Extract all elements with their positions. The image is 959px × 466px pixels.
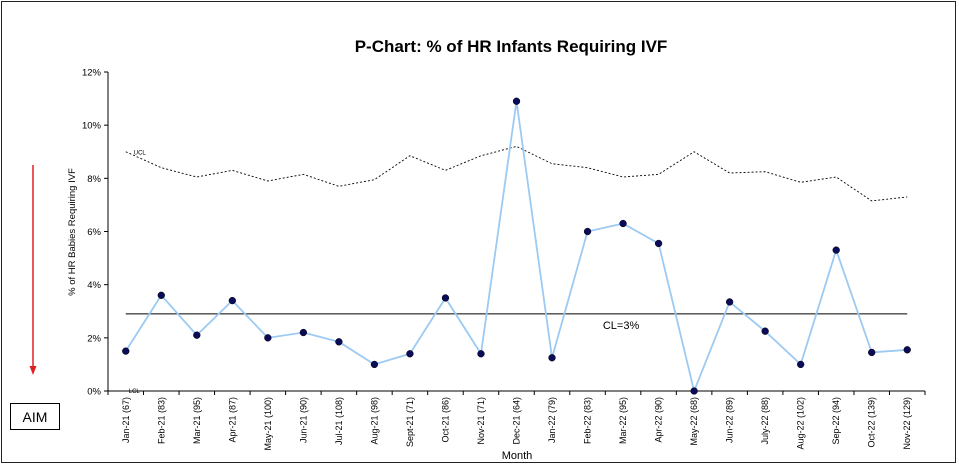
data-point [690,387,698,395]
x-tick-label: Apr-22 (90) [654,397,664,443]
y-tick-label: 8% [87,174,101,185]
x-tick-label: July-22 (88) [760,397,770,445]
chart-title: P-Chart: % of HR Infants Requiring IVF [355,37,668,56]
y-tick-label: 6% [87,227,101,238]
x-tick-label: Sep-22 (94) [831,397,841,445]
x-ticks: Jan-21 (67) Feb-21 (83) Mar-21 (95) Apr-21 … [107,391,926,451]
x-tick-label: Jan-21 (67) [121,397,131,443]
x-tick-label: Feb-22 (83) [583,397,593,444]
data-point [299,328,308,337]
data-point [228,296,236,305]
y-tick-label: 10% [82,121,102,132]
x-tick-label: Mar-21 (95) [192,397,202,444]
x-tick-label: Jun-21 (90) [298,397,308,443]
data-point [548,354,556,362]
x-tick-label: Feb-21 (83) [156,397,166,444]
data-point [406,350,414,358]
center-line-label: CL=3% [603,320,640,332]
x-tick-label: Dec-21 (64) [512,397,522,445]
y-tick-label: 12% [82,68,102,79]
x-tick-label: Mar-22 (95) [618,397,628,444]
x-axis-label: Month [502,450,533,462]
axes [107,72,925,392]
x-tick-label: Jan-22 (79) [547,397,557,443]
aim-label-box: AIM [10,403,60,430]
x-tick-label: Sept-21 (71) [405,397,415,447]
data-point [512,97,521,105]
x-tick-label: May-21 (100) [263,397,273,451]
p-series-line [125,101,908,394]
x-tick-label: Oct-22 (139) [867,397,877,448]
x-tick-label: Nov-21 (71) [476,397,486,445]
data-point [725,298,734,306]
x-tick-label: Apr-21 (87) [227,397,237,443]
data-point [761,327,769,335]
y-tick-label: 4% [87,280,101,291]
data-point [335,338,343,346]
data-point [122,347,130,355]
y-axis-label: % of HR Babies Requiring IVF [67,168,78,296]
ucl-label: UCL [134,150,147,156]
y-ticks: 0% 2% 4% 6% 8% 10% 12% [82,68,108,398]
data-point [157,291,165,299]
control-limits: UCL CL=3% LCL [125,145,908,395]
data-point [193,331,201,339]
data-point [903,346,911,354]
data-point [583,227,592,236]
x-tick-label: Jun-22 (89) [725,397,735,443]
data-point [477,350,485,358]
x-tick-label: May-22 (68) [689,397,699,446]
data-series [122,97,911,395]
data-point [797,360,805,369]
data-point [264,334,272,342]
x-tick-label: Jul-21 (108) [334,397,344,445]
data-point [654,239,663,248]
data-point [868,348,876,357]
x-tick-label: Aug-22 (102) [796,397,806,450]
x-tick-label: Aug-21 (98) [369,397,379,445]
data-point [619,219,627,228]
aim-label: AIM [22,408,48,425]
aim-arrow [29,165,37,375]
y-tick-label: 2% [87,333,101,344]
ucl-line [125,145,908,202]
data-point [832,246,840,254]
y-tick-label: 0% [87,387,101,398]
data-point [370,360,379,369]
lcl-label: LCL [129,389,141,395]
aim-arrow-head [29,366,37,375]
x-tick-label: Oct-21 (86) [440,397,450,443]
x-tick-label: Nov-22 (129) [902,397,912,450]
data-point [441,294,450,302]
